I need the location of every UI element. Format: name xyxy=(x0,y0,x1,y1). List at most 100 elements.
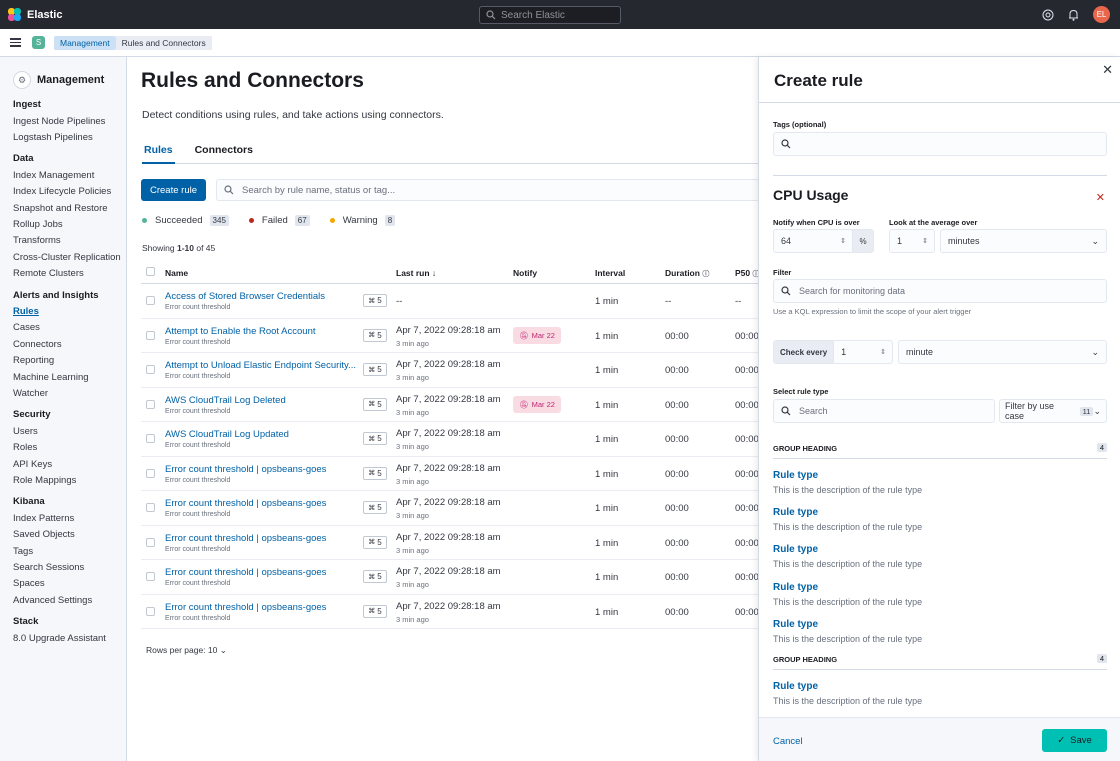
row-checkbox[interactable] xyxy=(146,434,155,443)
sidebar-item-users[interactable]: Users xyxy=(13,425,38,437)
sidebar-item-spaces[interactable]: Spaces xyxy=(13,578,45,590)
rule-name-link[interactable]: Error count threshold | opsbeans-goes xyxy=(165,601,327,613)
rule-name-link[interactable]: Error count threshold | opsbeans-goes xyxy=(165,532,327,544)
row-checkbox[interactable] xyxy=(146,468,155,478)
sidebar-item-reporting[interactable]: Reporting xyxy=(13,355,55,367)
sidebar-item-watcher[interactable]: Watcher xyxy=(13,387,49,399)
rule-search-input[interactable]: Search by rule name, status or tag... xyxy=(216,179,761,201)
tags-badge[interactable]: ⌘ 5 xyxy=(363,535,387,549)
tags-badge[interactable]: ⌘ 5 xyxy=(363,363,387,376)
tab-connectors[interactable]: Connectors xyxy=(194,144,253,156)
tags-badge[interactable]: ⌘ 5 xyxy=(363,604,387,618)
col-interval[interactable]: Interval xyxy=(595,268,626,278)
check-unit-select[interactable]: minute ⌄ xyxy=(898,340,1107,364)
sidebar-item-advanced-settings[interactable]: Advanced Settings xyxy=(13,594,93,606)
row-checkbox[interactable] xyxy=(146,606,155,616)
tags-badge[interactable]: ⌘ 5 xyxy=(363,397,387,411)
breadcrumb-management[interactable]: Management xyxy=(54,35,116,50)
row-checkbox[interactable] xyxy=(146,572,155,581)
rows-per-page-selector[interactable]: Rows per page: 10 ⌄ xyxy=(146,645,227,655)
row-checkbox[interactable] xyxy=(146,537,155,547)
rule-type-link[interactable]: Rule type xyxy=(773,507,819,518)
tags-badge[interactable]: ⌘ 5 xyxy=(363,294,387,307)
status-filter-succeeded[interactable]: Succeeded 345 xyxy=(142,215,229,226)
sidebar-item-saved-objects[interactable]: Saved Objects xyxy=(13,529,75,541)
create-rule-button[interactable]: Create rule xyxy=(141,179,206,201)
sidebar-item-api-keys[interactable]: API Keys xyxy=(13,458,53,470)
average-unit-select[interactable]: minutes ⌄ xyxy=(940,229,1107,253)
row-checkbox[interactable] xyxy=(146,365,155,374)
stepper-icon[interactable]: ⇕ xyxy=(880,349,886,356)
space-avatar[interactable]: S xyxy=(32,36,45,49)
rule-type-link[interactable]: Rule type xyxy=(773,681,819,692)
rule-name-link[interactable]: AWS CloudTrail Log Deleted xyxy=(165,394,286,406)
sidebar-item-index-patterns[interactable]: Index Patterns xyxy=(13,512,75,524)
cpu-threshold-input[interactable]: 64 ⇕ % xyxy=(773,229,874,253)
tags-badge[interactable]: ⌘ 5 xyxy=(363,570,387,583)
sidebar-item-snapshot-and-restore[interactable]: Snapshot and Restore xyxy=(13,202,108,214)
check-every-input[interactable]: Check every 1 ⇕ xyxy=(773,340,893,364)
col-last-run[interactable]: Last run ↓ xyxy=(396,268,437,278)
cancel-button[interactable]: Cancel xyxy=(773,736,803,747)
sidebar-item-cases[interactable]: Cases xyxy=(13,322,40,334)
menu-toggle-icon[interactable] xyxy=(10,38,21,47)
sidebar-item-transforms[interactable]: Transforms xyxy=(13,235,61,247)
rule-type-link[interactable]: Rule type xyxy=(773,619,819,630)
global-search-input[interactable]: Search Elastic xyxy=(479,6,621,24)
tags-badge[interactable]: ⌘ 5 xyxy=(363,432,387,445)
sidebar-item-logstash-pipelines[interactable]: Logstash Pipelines xyxy=(13,131,93,143)
rule-name-link[interactable]: Error count threshold | opsbeans-goes xyxy=(165,463,327,475)
snoozed-badge[interactable]: 🔕︎ Mar 22 xyxy=(513,326,561,344)
row-checkbox[interactable] xyxy=(146,399,155,409)
sidebar-item-tags[interactable]: Tags xyxy=(13,545,34,557)
rule-name-link[interactable]: Error count threshold | opsbeans-goes xyxy=(165,567,327,578)
remove-section-icon[interactable]: ✕ xyxy=(1095,192,1105,204)
elastic-brand[interactable]: Elastic xyxy=(8,8,62,21)
row-checkbox[interactable] xyxy=(146,503,155,512)
sidebar-item-index-management[interactable]: Index Management xyxy=(13,169,95,181)
sidebar-item-index-lifecycle-policies[interactable]: Index Lifecycle Policies xyxy=(13,186,112,198)
col-p50[interactable]: P50 ⓘ xyxy=(735,268,760,278)
snoozed-badge[interactable]: 🔕︎ Mar 22 xyxy=(513,395,561,413)
rule-name-link[interactable]: Attempt to Enable the Root Account xyxy=(165,325,316,337)
sidebar-item-8-0-upgrade-assistant[interactable]: 8.0 Upgrade Assistant xyxy=(13,632,106,644)
sidebar-item-roles[interactable]: Roles xyxy=(13,442,38,454)
help-globe-icon[interactable] xyxy=(1041,8,1054,21)
close-icon[interactable]: ✕ xyxy=(1102,62,1113,77)
average-value-input[interactable]: 1 ⇕ xyxy=(889,229,935,253)
stepper-icon[interactable]: ⇕ xyxy=(922,238,928,245)
notifications-bell-icon[interactable] xyxy=(1067,8,1080,21)
rule-type-link[interactable]: Rule type xyxy=(773,582,819,593)
use-case-filter[interactable]: Filter by use case 11 ⌄ xyxy=(999,399,1107,423)
row-checkbox[interactable] xyxy=(146,330,155,340)
user-avatar[interactable]: EL xyxy=(1093,6,1110,23)
tags-badge[interactable]: ⌘ 5 xyxy=(363,466,387,480)
save-button[interactable]: ✓ Save xyxy=(1042,729,1107,752)
rule-type-link[interactable]: Rule type xyxy=(773,544,819,555)
sidebar-item-search-sessions[interactable]: Search Sessions xyxy=(13,562,85,574)
rule-name-link[interactable]: Error count threshold | opsbeans-goes xyxy=(165,498,327,509)
filter-input[interactable]: Search for monitoring data xyxy=(773,279,1107,303)
sidebar-item-machine-learning[interactable]: Machine Learning xyxy=(13,371,89,383)
sidebar-item-role-mappings[interactable]: Role Mappings xyxy=(13,475,77,487)
rule-type-search-input[interactable]: Search xyxy=(773,399,995,423)
rule-type-link[interactable]: Rule type xyxy=(773,470,819,481)
row-checkbox[interactable] xyxy=(146,296,155,305)
status-filter-warning[interactable]: Warning 8 xyxy=(329,215,396,226)
sidebar-item-rules[interactable]: Rules xyxy=(13,306,39,318)
sidebar-item-ingest-node-pipelines[interactable]: Ingest Node Pipelines xyxy=(13,115,106,127)
sidebar-item-cross-cluster-replication[interactable]: Cross-Cluster Replication xyxy=(13,251,121,263)
rule-name-link[interactable]: Access of Stored Browser Credentials xyxy=(165,291,325,302)
tab-rules[interactable]: Rules xyxy=(142,140,175,164)
rule-name-link[interactable]: AWS CloudTrail Log Updated xyxy=(165,429,289,440)
tags-input[interactable] xyxy=(773,132,1107,156)
sidebar-item-connectors[interactable]: Connectors xyxy=(13,338,62,350)
sidebar-item-remote-clusters[interactable]: Remote Clusters xyxy=(13,268,84,280)
stepper-icon[interactable]: ⇕ xyxy=(840,238,846,245)
status-filter-failed[interactable]: Failed 67 xyxy=(248,215,310,226)
tags-badge[interactable]: ⌘ 5 xyxy=(363,328,387,342)
col-duration[interactable]: Duration ⓘ xyxy=(665,268,710,278)
select-all-checkbox[interactable] xyxy=(146,267,155,276)
rule-name-link[interactable]: Attempt to Unload Elastic Endpoint Secur… xyxy=(165,360,356,371)
col-name[interactable]: Name xyxy=(165,268,189,278)
